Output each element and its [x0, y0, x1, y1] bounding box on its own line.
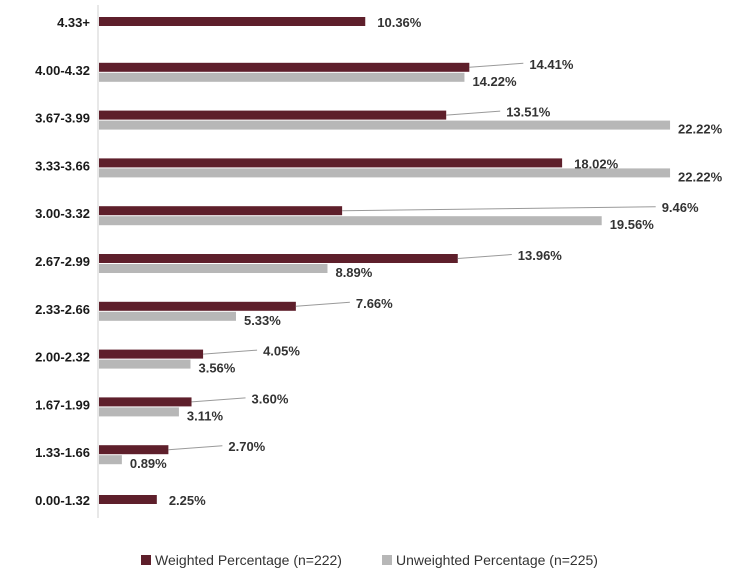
leader-line: [168, 445, 223, 451]
legend: Weighted Percentage (n=222) Unweighted P…: [0, 552, 739, 568]
category-label: 4.00-4.32: [35, 63, 90, 78]
bar-unweighted: [99, 359, 191, 369]
bar-unweighted: [99, 120, 671, 130]
leader-line: [469, 62, 524, 68]
bar-weighted: [99, 206, 343, 216]
bar-unweighted: [99, 72, 465, 82]
data-label-unweighted: 5.33%: [244, 313, 281, 328]
bar-unweighted: [99, 168, 671, 178]
legend-label-unweighted: Unweighted Percentage (n=225): [395, 552, 598, 568]
data-label-weighted: 13.51%: [506, 105, 551, 120]
bar-weighted: [99, 110, 447, 120]
bar-weighted: [99, 349, 204, 359]
bar-weighted: [99, 62, 470, 72]
category-label: 3.33-3.66: [35, 158, 90, 173]
data-label-weighted: 3.60%: [252, 391, 289, 406]
data-label-unweighted: 8.89%: [335, 265, 372, 280]
bar-weighted: [99, 495, 157, 504]
legend-item-weighted: Weighted Percentage (n=222): [141, 552, 342, 568]
data-label-weighted: 13.96%: [518, 248, 563, 263]
leader-line: [191, 397, 246, 403]
data-label-weighted: 2.25%: [169, 493, 206, 508]
legend-swatch-unweighted: [381, 555, 392, 565]
category-label: 2.67-2.99: [35, 254, 90, 269]
legend-swatch-weighted: [141, 555, 152, 565]
category-label: 0.00-1.32: [35, 493, 90, 508]
category-label: 2.33-2.66: [35, 302, 90, 317]
category-label: 3.67-3.99: [35, 111, 90, 126]
leader-line: [457, 254, 512, 259]
category-label: 4.33+: [57, 15, 90, 30]
data-label-weighted: 7.66%: [356, 296, 393, 311]
legend-label-weighted: Weighted Percentage (n=222): [155, 552, 342, 568]
data-label-weighted: 18.02%: [574, 156, 619, 171]
bar-weighted: [99, 254, 458, 263]
bar-weighted: [99, 445, 169, 455]
data-label-weighted: 2.70%: [228, 439, 265, 454]
data-label-unweighted: 22.22%: [678, 122, 723, 137]
leader-line: [295, 301, 350, 307]
data-label-unweighted: 22.22%: [678, 169, 723, 184]
bar-unweighted: [99, 264, 328, 273]
bar-unweighted: [99, 311, 236, 321]
bar-weighted: [99, 158, 563, 168]
data-label-unweighted: 14.22%: [472, 74, 517, 89]
data-label-unweighted: 0.89%: [130, 456, 167, 471]
bar-unweighted: [99, 216, 602, 226]
category-label: 2.00-2.32: [35, 350, 90, 365]
leader-line: [203, 349, 258, 355]
category-label: 3.00-3.32: [35, 206, 90, 221]
bar-unweighted: [99, 455, 122, 465]
leader-line: [446, 110, 501, 116]
data-label-unweighted: 3.56%: [198, 361, 235, 376]
bar-weighted: [99, 301, 296, 311]
data-label-unweighted: 19.56%: [610, 217, 655, 232]
data-label-weighted: 14.41%: [529, 57, 574, 72]
category-label: 1.67-1.99: [35, 397, 90, 412]
data-label-weighted: 9.46%: [662, 200, 699, 215]
bar-weighted: [99, 397, 192, 407]
legend-item-unweighted: Unweighted Percentage (n=225): [381, 552, 598, 568]
leader-line: [342, 206, 656, 212]
bar-unweighted: [99, 407, 179, 417]
data-label-unweighted: 3.11%: [187, 408, 224, 423]
data-label-weighted: 4.05%: [263, 344, 300, 359]
data-label-weighted: 10.36%: [377, 15, 422, 30]
category-label: 1.33-1.66: [35, 445, 90, 460]
bar-weighted: [99, 17, 366, 26]
